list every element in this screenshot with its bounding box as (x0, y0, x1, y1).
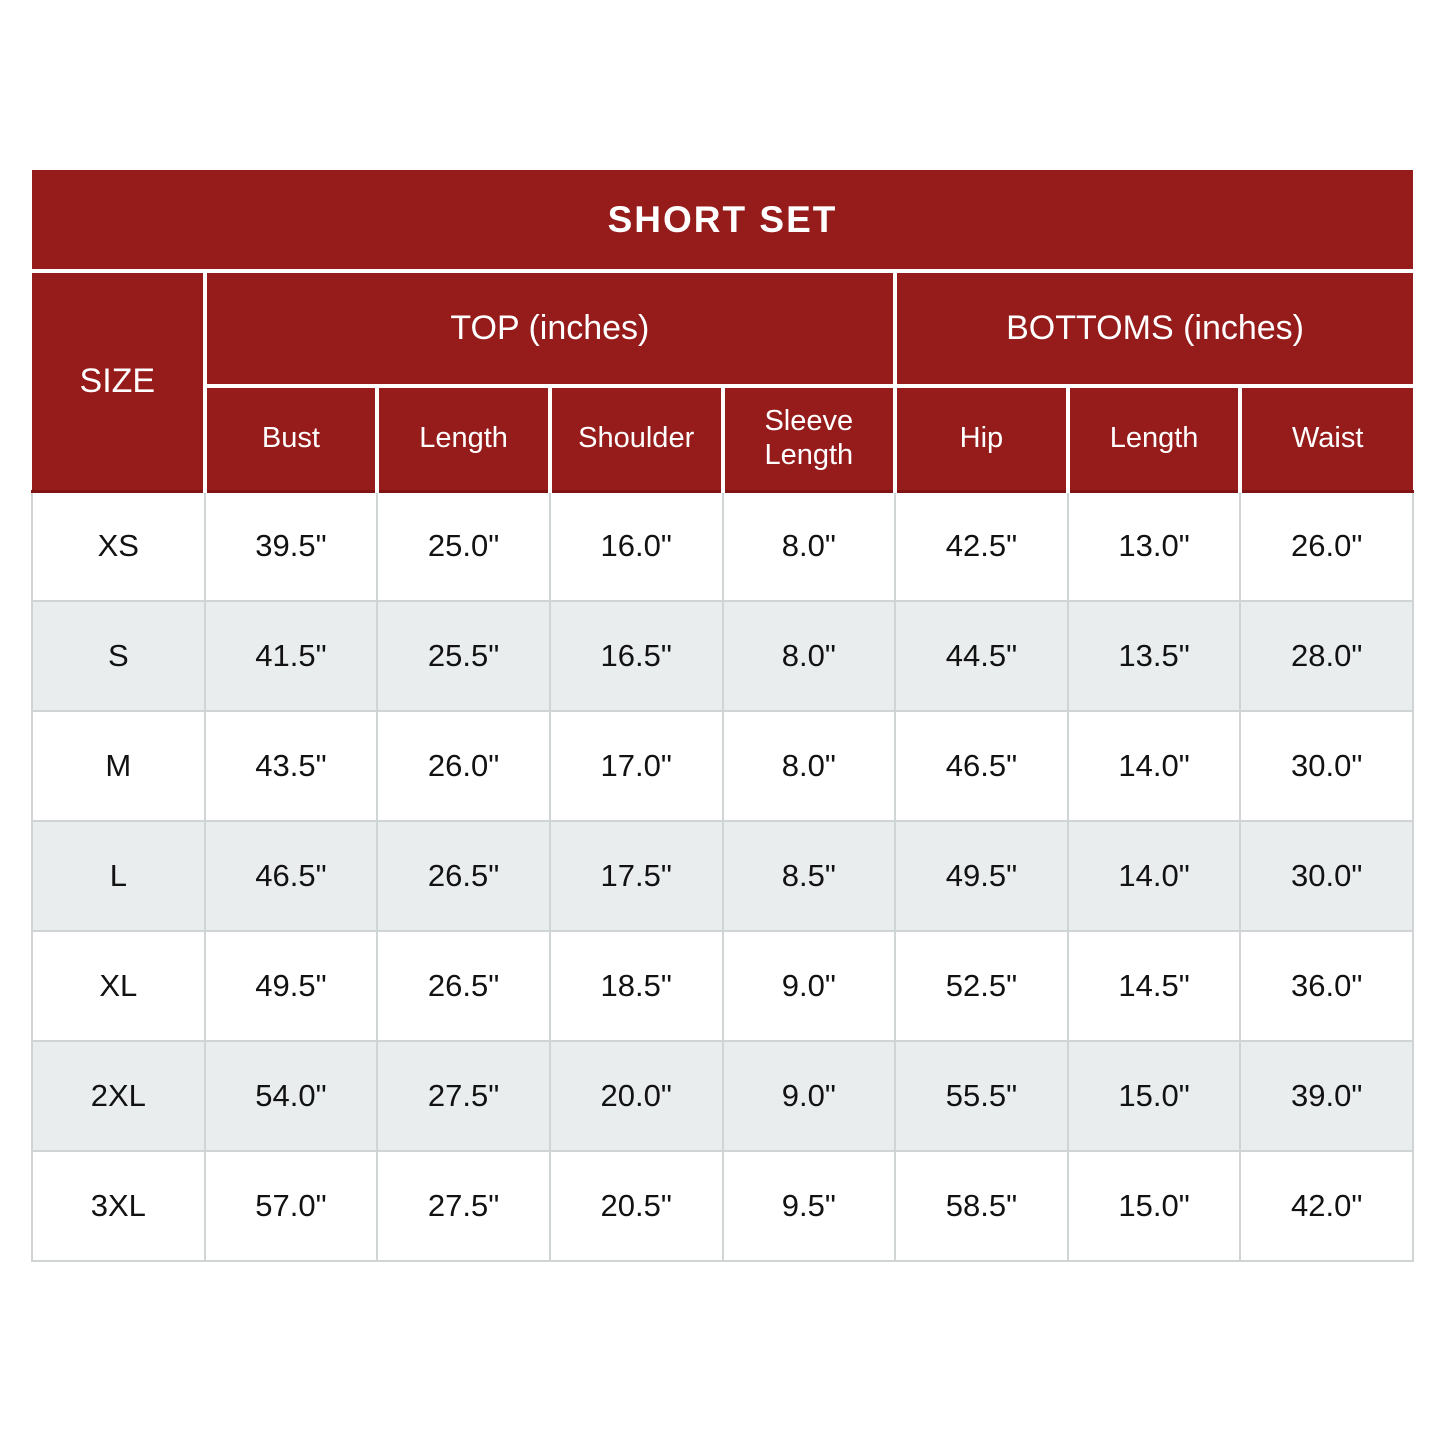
measurement-value: 8.5" (721, 820, 897, 932)
table-row-xl: XL 49.5" 26.5" 18.5" 9.0" 52.5" 14.5" 36… (31, 930, 1414, 1042)
column-header-sleeve-length: Sleeve Length (720, 386, 896, 493)
column-header-waist: Waist (1238, 386, 1413, 493)
measurement-value: 57.0" (203, 1150, 379, 1262)
measurement-value: 49.5" (203, 930, 379, 1042)
size-label: L (31, 820, 206, 932)
measurement-value: 44.5" (894, 600, 1069, 712)
measurement-value: 8.0" (721, 710, 897, 822)
measurement-value: 42.5" (894, 490, 1069, 602)
measurement-value: 39.5" (203, 490, 379, 602)
measurement-value: 25.5" (376, 600, 551, 712)
measurement-value: 9.0" (721, 930, 897, 1042)
table-row-l: L 46.5" 26.5" 17.5" 8.5" 49.5" 14.0" 30.… (31, 820, 1414, 932)
size-column-header: SIZE (32, 271, 205, 493)
measurement-value: 14.5" (1066, 930, 1242, 1042)
group-header-top: TOP (inches) (202, 271, 898, 388)
measurement-value: 20.5" (548, 1150, 724, 1262)
measurement-value: 8.0" (721, 490, 897, 602)
measurement-value: 41.5" (203, 600, 379, 712)
column-header-top-length: Length (375, 386, 550, 493)
measurement-value: 14.0" (1066, 710, 1242, 822)
table-row-3xl: 3XL 57.0" 27.5" 20.5" 9.5" 58.5" 15.0" 4… (31, 1150, 1414, 1262)
column-header-bottom-length: Length (1065, 386, 1241, 493)
measurement-value: 20.0" (548, 1040, 724, 1152)
measurement-value: 58.5" (894, 1150, 1069, 1262)
group-header-row: SIZE TOP (inches) BOTTOMS (inches) (32, 271, 1413, 493)
measurement-value: 28.0" (1239, 600, 1414, 712)
measurement-value: 27.5" (376, 1150, 551, 1262)
measurement-value: 14.0" (1066, 820, 1242, 932)
measurement-value: 27.5" (376, 1040, 551, 1152)
measurement-value: 46.5" (894, 710, 1069, 822)
measurement-value: 13.5" (1066, 600, 1242, 712)
table-row-s: S 41.5" 25.5" 16.5" 8.0" 44.5" 13.5" 28.… (31, 600, 1414, 712)
column-header-bust: Bust (202, 386, 378, 493)
measurement-value: 30.0" (1239, 820, 1414, 932)
measurement-value: 13.0" (1066, 490, 1242, 602)
chart-title: SHORT SET (32, 170, 1413, 273)
measurement-value: 16.5" (548, 600, 724, 712)
size-label: S (31, 600, 206, 712)
size-label: XL (31, 930, 206, 1042)
measurement-value: 17.5" (548, 820, 724, 932)
column-header-hip: Hip (893, 386, 1068, 493)
measurement-value: 17.0" (548, 710, 724, 822)
size-label: 2XL (31, 1040, 206, 1152)
measurement-value: 26.5" (376, 930, 551, 1042)
size-label: 3XL (31, 1150, 206, 1262)
measurement-value: 49.5" (894, 820, 1069, 932)
measurement-value: 26.5" (376, 820, 551, 932)
table-row-2xl: 2XL 54.0" 27.5" 20.0" 9.0" 55.5" 15.0" 3… (31, 1040, 1414, 1152)
measurement-value: 18.5" (548, 930, 724, 1042)
group-header-bottoms: BOTTOMS (inches) (893, 271, 1413, 388)
measurement-value: 42.0" (1239, 1150, 1414, 1262)
measurement-value: 54.0" (203, 1040, 379, 1152)
table-row-m: M 43.5" 26.0" 17.0" 8.0" 46.5" 14.0" 30.… (31, 710, 1414, 822)
measurement-value: 16.0" (548, 490, 724, 602)
measurement-value: 30.0" (1239, 710, 1414, 822)
measurement-value: 15.0" (1066, 1040, 1242, 1152)
measurement-value: 52.5" (894, 930, 1069, 1042)
column-header-shoulder: Shoulder (547, 386, 723, 493)
size-label: M (31, 710, 206, 822)
measurement-value: 9.5" (721, 1150, 897, 1262)
measurement-value: 43.5" (203, 710, 379, 822)
measurement-value: 26.0" (1239, 490, 1414, 602)
measurement-value: 55.5" (894, 1040, 1069, 1152)
measurement-value: 26.0" (376, 710, 551, 822)
measurement-value: 39.0" (1239, 1040, 1414, 1152)
measurement-value: 25.0" (376, 490, 551, 602)
measurement-value: 46.5" (203, 820, 379, 932)
measurement-value: 15.0" (1066, 1150, 1242, 1262)
table-row-xs: XS 39.5" 25.0" 16.0" 8.0" 42.5" 13.0" 26… (31, 490, 1414, 602)
size-chart-table: SHORT SET SIZE TOP (inches) BOTTOMS (inc… (31, 170, 1414, 1262)
measurement-value: 8.0" (721, 600, 897, 712)
size-label: XS (31, 490, 206, 602)
title-row: SHORT SET (32, 170, 1413, 273)
column-header-row: Bust Length Shoulder Sleeve Length Hip L… (32, 386, 1413, 493)
measurement-value: 36.0" (1239, 930, 1414, 1042)
measurement-value: 9.0" (721, 1040, 897, 1152)
